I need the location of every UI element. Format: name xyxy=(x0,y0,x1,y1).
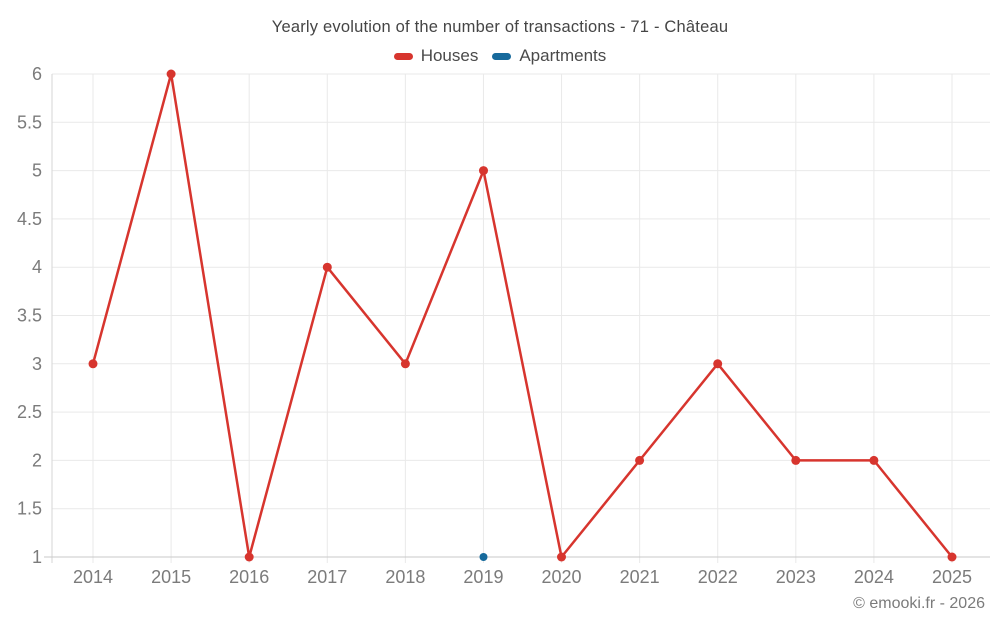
houses-point-2017[interactable] xyxy=(322,262,332,272)
y-tick-label: 1 xyxy=(32,547,42,567)
y-tick-label: 5 xyxy=(32,161,42,181)
legend-label-houses: Houses xyxy=(420,46,479,65)
y-tick-label: 3 xyxy=(32,354,42,374)
houses-point-2018[interactable] xyxy=(400,359,410,369)
houses-point-2019[interactable] xyxy=(479,166,488,176)
x-tick-label: 2016 xyxy=(229,567,269,587)
y-tick-label: 4.5 xyxy=(17,209,42,229)
x-tick-label: 2019 xyxy=(463,567,503,587)
y-tick-label: 3.5 xyxy=(17,306,42,326)
legend: Houses Apartments xyxy=(0,46,1000,66)
legend-item-apartments[interactable]: Apartments xyxy=(492,46,606,66)
houses-point-2023[interactable] xyxy=(791,455,801,465)
x-tick-label: 2020 xyxy=(542,567,582,587)
houses-point-2020[interactable] xyxy=(557,552,566,562)
y-tick-label: 4 xyxy=(32,257,42,277)
x-tick-label: 2022 xyxy=(698,567,738,587)
copyright-text: © emooki.fr - 2026 xyxy=(853,595,985,612)
x-tick-label: 2024 xyxy=(854,567,894,587)
x-tick-label: 2018 xyxy=(385,567,425,587)
houses-point-2016[interactable] xyxy=(244,552,254,562)
houses-point-2021[interactable] xyxy=(635,455,645,465)
y-tick-label: 2.5 xyxy=(17,402,42,422)
x-tick-label: 2017 xyxy=(307,567,347,587)
x-tick-label: 2015 xyxy=(151,567,191,587)
legend-label-apartments: Apartments xyxy=(519,46,607,65)
houses-point-2014[interactable] xyxy=(88,359,98,369)
houses-point-2022[interactable] xyxy=(713,359,723,369)
apartments-point-2019[interactable] xyxy=(479,553,488,561)
houses-point-2025[interactable] xyxy=(947,552,957,562)
houses-point-2024[interactable] xyxy=(869,455,879,465)
x-tick-label: 2023 xyxy=(776,567,816,587)
chart-title: Yearly evolution of the number of transa… xyxy=(271,18,729,36)
y-tick-label: 5.5 xyxy=(17,112,42,132)
x-tick-label: 2014 xyxy=(73,567,113,587)
apartments-legend-swatch-icon xyxy=(492,52,512,60)
y-tick-label: 1.5 xyxy=(17,499,42,519)
houses-line xyxy=(91,72,954,559)
x-tick-label: 2021 xyxy=(620,567,660,587)
y-tick-label: 6 xyxy=(32,64,42,84)
y-tick-label: 2 xyxy=(32,450,42,470)
houses-point-2015[interactable] xyxy=(166,69,176,79)
x-tick-label: 2025 xyxy=(932,567,972,587)
houses-legend-swatch-icon xyxy=(393,52,413,60)
legend-item-houses[interactable]: Houses xyxy=(393,46,479,66)
